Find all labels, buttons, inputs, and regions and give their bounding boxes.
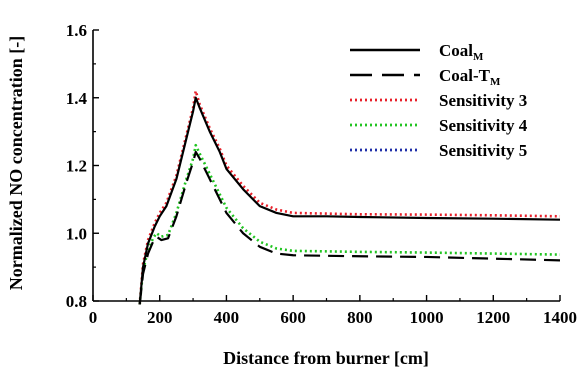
x-tick-label: 600	[280, 308, 306, 327]
axes: 0 200 400 600 800 1000 1200 1400 0.8 1.0 1.2 1.4 1.6	[66, 21, 577, 327]
series-line-2	[138, 150, 561, 305]
x-tick-label: 1000	[410, 308, 444, 327]
y-tick-label: 1.2	[66, 157, 87, 176]
series-layer	[138, 89, 561, 305]
x-tick-label: 200	[147, 308, 173, 327]
legend-label-2: Coal-TM	[439, 66, 501, 88]
legend: CoalM Coal-TM Sensitivity 3 Sensitivity 4 Se…	[350, 41, 528, 160]
series-line-3	[138, 89, 561, 305]
y-tick-label: 0.8	[66, 292, 87, 311]
y-tick-label: 1.0	[66, 224, 87, 243]
legend-label-4: Sensitivity 4	[439, 116, 528, 135]
legend-label-5: Sensitivity 5	[439, 141, 527, 160]
x-tick-label: 400	[214, 308, 240, 327]
x-tick-label: 1200	[476, 308, 510, 327]
legend-label-3: Sensitivity 3	[439, 91, 527, 110]
series-line-4	[138, 143, 561, 305]
legend-label-1: CoalM	[439, 41, 484, 63]
x-tick-label: 0	[89, 308, 98, 327]
x-tick-label: 1400	[543, 308, 577, 327]
x-axis-label: Distance from burner [cm]	[223, 348, 429, 368]
y-axis-label: Normalized NO concentration [-]	[6, 36, 26, 290]
x-tick-label: 800	[347, 308, 373, 327]
y-tick-label: 1.4	[66, 89, 88, 108]
y-tick-label: 1.6	[66, 21, 87, 40]
series-line-1	[138, 96, 561, 305]
